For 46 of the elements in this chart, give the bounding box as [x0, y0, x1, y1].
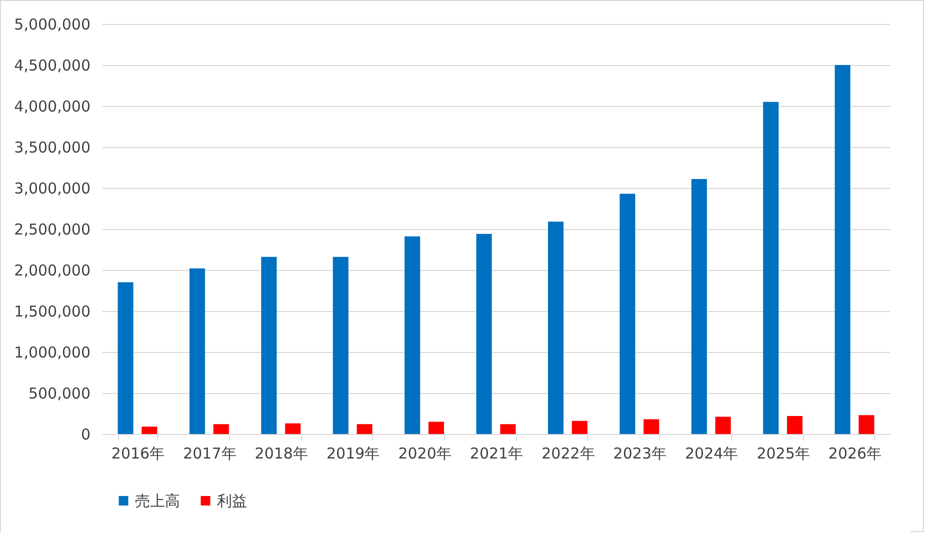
x-tick-label: 2017年 [183, 444, 236, 462]
bar [428, 422, 444, 434]
bar [285, 423, 301, 434]
y-tick-label: 3,000,000 [14, 180, 90, 198]
y-tick-label: 1,000,000 [14, 344, 90, 362]
bar [548, 222, 564, 434]
bar [691, 178, 707, 434]
bar [644, 419, 660, 434]
bar [261, 256, 277, 434]
bar [572, 420, 588, 434]
bar [715, 416, 731, 434]
bar [620, 194, 636, 434]
y-tick-label: 0 [80, 426, 90, 444]
x-tick-label: 2026年 [828, 444, 882, 462]
x-tick-label: 2016年 [111, 444, 165, 462]
y-tick-label: 2,000,000 [14, 262, 90, 280]
bar [500, 424, 516, 434]
bar [834, 65, 850, 434]
y-tick-label: 3,500,000 [14, 138, 90, 156]
bar [118, 282, 134, 434]
x-tick-label: 2018年 [254, 444, 308, 462]
y-tick-label: 500,000 [28, 384, 90, 402]
bar [786, 416, 803, 434]
bar [142, 426, 158, 434]
x-tick-label: 2020年 [398, 444, 452, 462]
x-tick-label: 2024年 [685, 444, 738, 462]
bar [356, 424, 372, 434]
y-tick-label: 4,500,000 [14, 56, 90, 74]
x-tick-label: 2019年 [326, 444, 380, 462]
legend-label: 利益 [217, 492, 247, 510]
bar [858, 415, 874, 434]
y-tick-label: 5,000,000 [14, 16, 90, 34]
x-tick-label: 2022年 [542, 444, 595, 462]
bar [189, 268, 206, 434]
x-tick-label: 2021年 [470, 444, 524, 462]
y-tick-label: 1,500,000 [14, 302, 90, 320]
bar [332, 256, 348, 434]
bar [404, 236, 420, 434]
bar [213, 424, 229, 434]
y-tick-label: 2,500,000 [14, 220, 90, 238]
legend-label: 売上高 [135, 492, 180, 510]
y-tick-label: 4,000,000 [14, 98, 90, 116]
x-tick-label: 2023年 [613, 444, 666, 462]
bar [763, 102, 779, 434]
bar [476, 234, 492, 434]
x-tick-label: 2025年 [756, 444, 810, 462]
